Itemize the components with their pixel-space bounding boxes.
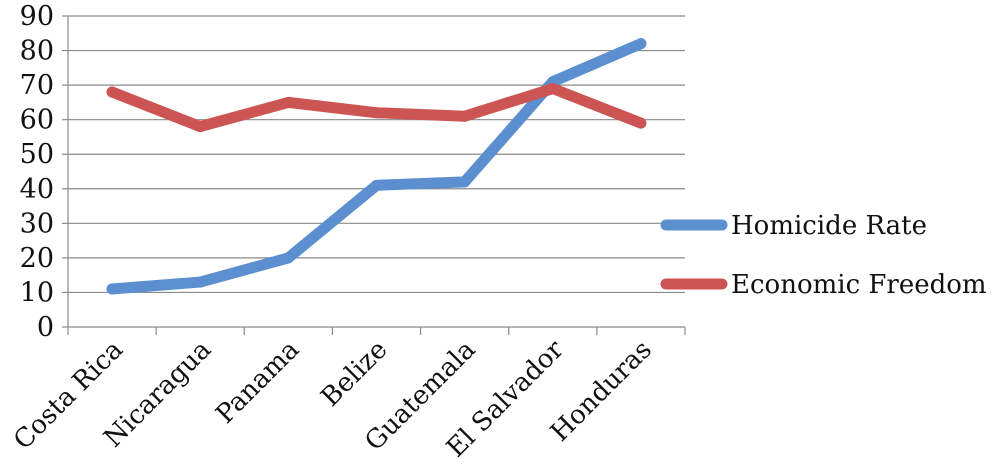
axes: [67, 16, 685, 328]
series-line-homicide-rate: [106, 38, 647, 295]
point-homicide-rate-belize: [371, 179, 382, 191]
y-tick-label-70: 70: [20, 70, 54, 101]
point-homicide-rate-guatemala: [459, 176, 471, 188]
point-homicide-rate-costa-rica: [106, 283, 118, 295]
point-economic-freedom-el-salvador: [547, 83, 559, 95]
y-tick-label-30: 30: [20, 208, 54, 239]
point-economic-freedom-nicaragua: [194, 121, 206, 133]
x-tick-label-belize: Belize: [316, 335, 394, 413]
legend-label-economic-freedom: Economic Freedom: [731, 270, 987, 300]
point-homicide-rate-nicaragua: [194, 276, 206, 288]
point-economic-freedom-honduras: [635, 117, 647, 129]
y-tick-label-50: 50: [20, 139, 54, 170]
point-economic-freedom-panama: [282, 96, 294, 108]
y-tick-label-60: 60: [20, 105, 54, 136]
y-tick-label-10: 10: [20, 277, 54, 308]
x-tick-label-panama: Panama: [210, 335, 305, 430]
point-homicide-rate-honduras: [635, 38, 647, 50]
point-homicide-rate-panama: [282, 252, 294, 264]
legend: Homicide Rate Economic Freedom: [660, 211, 987, 300]
y-tick-label-90: 90: [20, 1, 54, 32]
y-tick-label-20: 20: [20, 243, 54, 274]
legend-label-homicide-rate: Homicide Rate: [731, 211, 927, 241]
gridlines: [68, 15, 685, 294]
series-lines: [106, 38, 647, 295]
y-tick-label-80: 80: [20, 36, 54, 67]
y-tick-label-0: 0: [37, 312, 54, 343]
point-economic-freedom-guatemala: [459, 110, 471, 122]
point-economic-freedom-belize: [371, 107, 382, 119]
y-tick-label-40: 40: [20, 174, 54, 205]
point-economic-freedom-costa-rica: [106, 86, 118, 98]
